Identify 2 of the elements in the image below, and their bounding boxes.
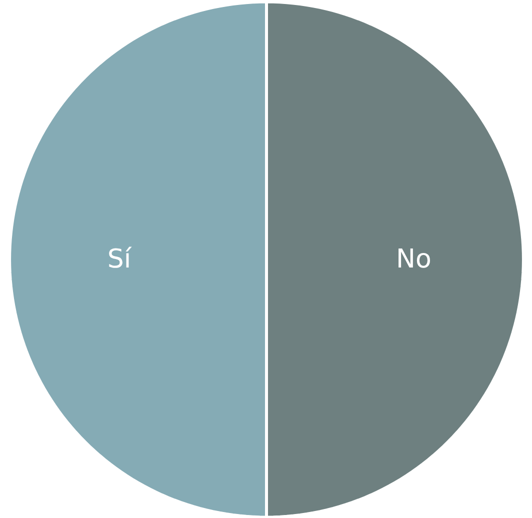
slice-label: No [396, 244, 432, 274]
slice-label: Sí [107, 244, 132, 274]
